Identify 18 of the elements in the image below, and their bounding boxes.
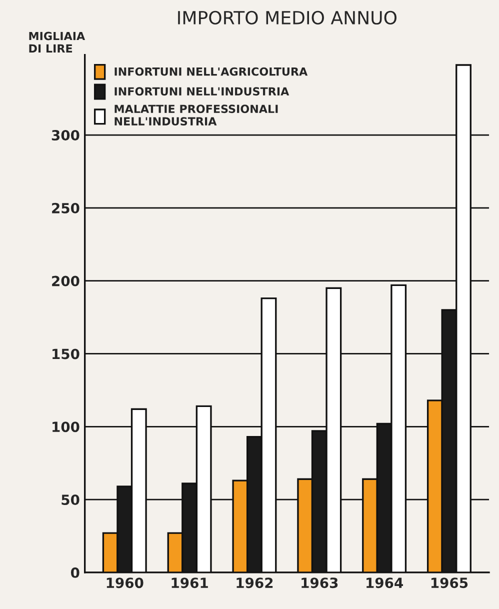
y-tick-label: 50	[62, 494, 80, 506]
x-tick-label: 1960	[106, 578, 144, 588]
x-tick-label: 1965	[431, 578, 468, 588]
y-axis-title: MIGLIAIA DI LIRE	[29, 32, 86, 52]
y-tick-label: 100	[52, 422, 80, 432]
x-tick-label: 1964	[366, 578, 403, 588]
legend-label: MALATTIE PROFESSIONALI NELL'INDUSTRIA	[114, 104, 278, 126]
y-tick-label: 200	[52, 276, 80, 286]
legend-label: INFORTUNI NELL'INDUSTRIA	[114, 87, 290, 96]
x-tick-label: 1963	[302, 578, 338, 588]
y-tick-label: 250	[52, 202, 80, 214]
y-tick-label: 0	[70, 567, 80, 578]
x-tick-label: 1961	[172, 578, 208, 588]
y-tick-label: 150	[52, 348, 80, 360]
legend-label: INFORTUNI NELL'AGRICOLTURA	[114, 67, 308, 76]
chart-title: IMPORTO MEDIO ANNUO	[178, 10, 396, 25]
y-tick-label: 300	[52, 130, 80, 140]
x-tick-label: 1962	[236, 578, 273, 588]
